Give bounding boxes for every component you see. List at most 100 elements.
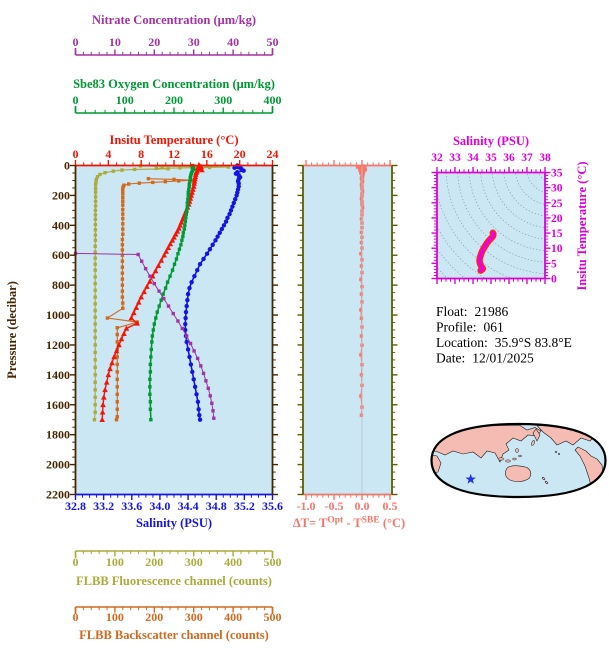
data-point bbox=[94, 183, 97, 186]
data-point bbox=[148, 393, 151, 396]
data-point bbox=[121, 260, 124, 263]
data-point bbox=[94, 239, 97, 242]
tick-label: 20 bbox=[234, 147, 246, 161]
data-point bbox=[94, 233, 97, 236]
data-point bbox=[360, 264, 363, 267]
data-point bbox=[192, 377, 196, 381]
data-point bbox=[164, 286, 167, 289]
data-point bbox=[181, 235, 184, 238]
data-point bbox=[360, 317, 363, 320]
data-point bbox=[140, 260, 143, 263]
data-point bbox=[224, 219, 228, 223]
nitrate-axis-title: Nitrate Concentration (μm/kg) bbox=[92, 13, 256, 27]
data-point bbox=[94, 223, 97, 226]
tick-label: 2200 bbox=[46, 488, 70, 502]
data-point bbox=[210, 243, 214, 247]
data-point bbox=[168, 274, 171, 277]
data-point bbox=[94, 218, 97, 221]
tick-label: 200 bbox=[165, 93, 183, 107]
data-point bbox=[121, 238, 124, 241]
data-point bbox=[234, 193, 238, 197]
data-point bbox=[151, 334, 154, 337]
tick-label: 32 bbox=[431, 152, 443, 164]
data-point bbox=[198, 418, 202, 422]
data-point bbox=[94, 336, 97, 339]
tick-label: 35.6 bbox=[262, 499, 283, 513]
tick-label: 500 bbox=[264, 610, 282, 624]
data-point bbox=[197, 413, 201, 417]
data-point bbox=[194, 392, 198, 396]
data-point bbox=[218, 231, 222, 235]
tick-label: 600 bbox=[52, 248, 70, 262]
data-point bbox=[121, 203, 124, 206]
data-point bbox=[360, 231, 363, 234]
data-point bbox=[210, 402, 213, 405]
tick-label: 100 bbox=[116, 93, 134, 107]
data-point bbox=[205, 252, 209, 256]
ts-plot-area bbox=[437, 173, 545, 279]
data-point bbox=[147, 177, 150, 180]
data-point bbox=[94, 343, 97, 346]
data-point bbox=[189, 280, 193, 284]
tick-label: 30 bbox=[551, 183, 563, 195]
data-point bbox=[121, 289, 124, 292]
data-point bbox=[116, 333, 119, 336]
delta-plot-area bbox=[303, 166, 392, 495]
data-point bbox=[94, 257, 97, 260]
data-point bbox=[138, 181, 141, 184]
pressure-axis-title: Pressure (decibar) bbox=[5, 281, 19, 379]
data-point bbox=[185, 209, 188, 212]
tick-label: 1200 bbox=[46, 338, 70, 352]
data-point bbox=[196, 407, 200, 411]
data-point bbox=[171, 268, 174, 271]
data-point bbox=[121, 307, 124, 310]
data-point bbox=[185, 212, 188, 215]
data-point bbox=[94, 396, 97, 399]
data-point bbox=[116, 363, 119, 366]
data-point bbox=[148, 385, 151, 388]
data-point bbox=[360, 217, 363, 220]
data-point bbox=[121, 265, 124, 268]
data-point bbox=[115, 418, 118, 421]
data-point bbox=[121, 200, 124, 203]
tick-label: 15 bbox=[551, 228, 563, 240]
data-point bbox=[182, 231, 185, 234]
data-point bbox=[94, 200, 97, 203]
data-point bbox=[93, 418, 96, 421]
data-point bbox=[103, 171, 106, 174]
data-point bbox=[189, 362, 193, 366]
data-point bbox=[151, 181, 154, 184]
tick-label: 200 bbox=[52, 188, 70, 202]
data-point bbox=[360, 241, 363, 244]
info-location: Location:35.9°S 83.8°E bbox=[436, 335, 572, 350]
data-point bbox=[94, 263, 97, 266]
data-point bbox=[121, 212, 124, 215]
data-point bbox=[121, 248, 124, 251]
data-point bbox=[121, 189, 124, 192]
data-point bbox=[154, 316, 157, 319]
data-point bbox=[127, 182, 130, 185]
tick-label: 40 bbox=[227, 35, 239, 49]
oxygen-axis-title: Sbe83 Oxygen Concentration (μm/kg) bbox=[73, 77, 275, 91]
data-point bbox=[183, 227, 186, 230]
data-point bbox=[207, 387, 210, 390]
tick-label: 200 bbox=[145, 610, 163, 624]
tick-label: 0 bbox=[73, 147, 79, 161]
data-point bbox=[229, 208, 233, 212]
data-point bbox=[166, 280, 169, 283]
data-point bbox=[177, 179, 180, 182]
data-point bbox=[94, 411, 97, 414]
tick-label: 1000 bbox=[46, 308, 70, 322]
data-point bbox=[176, 252, 179, 255]
data-point bbox=[181, 327, 184, 330]
data-point bbox=[94, 302, 97, 305]
fluorescence-axis-title: FLBB Fluorescence channel (counts) bbox=[76, 574, 272, 588]
tick-label: -0.5 bbox=[325, 499, 344, 513]
data-point bbox=[196, 400, 200, 404]
data-point bbox=[184, 216, 187, 219]
data-point bbox=[136, 253, 139, 256]
